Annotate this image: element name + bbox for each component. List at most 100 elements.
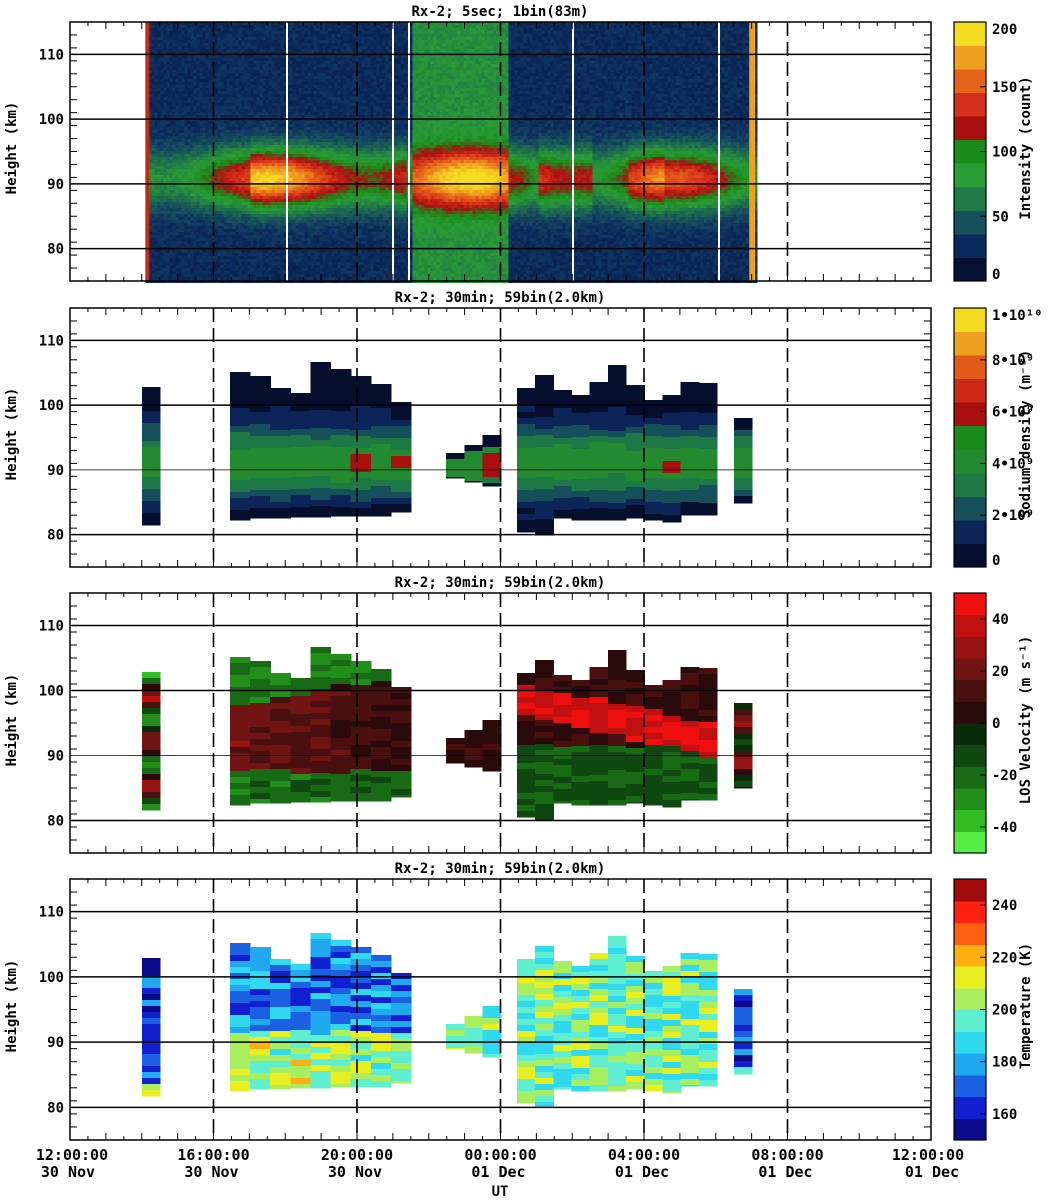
x-tick-time: 16:00:00 — [177, 1146, 249, 1164]
colorbar-swatch — [954, 186, 986, 211]
colorbar-tick-label: 200 — [992, 1003, 1017, 1019]
colorbar-tick-label: 240 — [992, 898, 1017, 914]
colorbar-tick-label: 2•10⁹ — [992, 508, 1034, 524]
colorbar-tick-label: 0 — [992, 716, 1000, 732]
colorbar-tick-label: 160 — [992, 1107, 1017, 1123]
y-tick-label: 80 — [47, 242, 64, 258]
colorbar-swatch — [954, 210, 986, 235]
panel-title: Rx-2; 30min; 59bin(2.0km) — [395, 290, 606, 306]
panel-sodium-density: Rx-2; 30min; 59bin(2.0km) 110 100 90 80 Hei… — [4, 290, 1043, 569]
colorbar-swatch — [954, 879, 986, 902]
colorbar-swatch — [954, 92, 986, 117]
y-tick-label: 80 — [47, 814, 64, 830]
colorbar-tick-label: 200 — [992, 22, 1017, 38]
x-tick-time: 12:00:00 — [36, 1146, 108, 1164]
colorbar-swatch — [954, 1031, 986, 1054]
colorbar-swatch — [954, 701, 986, 724]
colorbar-swatch — [954, 766, 986, 789]
colorbar-swatch — [954, 987, 986, 1011]
panel-title: Rx-2; 30min; 59bin(2.0km) — [395, 861, 606, 877]
colorbar-swatch — [954, 233, 986, 258]
colorbar-tick-label: 0 — [992, 553, 1000, 569]
y-tick-label: 110 — [39, 619, 64, 635]
y-tick-label: 90 — [47, 177, 64, 193]
panel-temperature: Rx-2; 30min; 59bin(2.0km) 110 100 90 80 Hei… — [4, 861, 1034, 1141]
colorbar-label: Sodium density (m⁻³) — [1018, 350, 1034, 519]
colorbar-swatch — [954, 593, 986, 616]
x-tick-date: 01 Dec — [905, 1163, 959, 1181]
colorbar-swatch — [954, 966, 986, 989]
y-tick-label: 110 — [39, 47, 64, 63]
colorbar-swatch — [954, 944, 986, 967]
x-tick-time: 00:00:00 — [464, 1146, 536, 1164]
x-tick-date: 30 Nov — [328, 1163, 382, 1181]
x-tick-time: 04:00:00 — [608, 1146, 680, 1164]
los-velocity-heatmap — [142, 647, 753, 821]
colorbar-tick-label: 180 — [992, 1055, 1017, 1071]
y-tick-label: 80 — [47, 528, 64, 544]
colorbar-swatch — [954, 614, 986, 637]
colorbar-swatch — [954, 831, 986, 854]
colorbar-swatch — [954, 257, 986, 282]
colorbar-tick-label: -20 — [992, 768, 1017, 784]
x-tick-date: 01 Dec — [758, 1163, 812, 1181]
colorbar-swatch — [954, 22, 986, 46]
colorbar-swatch — [954, 331, 986, 356]
colorbar-swatch — [954, 1096, 986, 1119]
colorbar-swatch — [954, 636, 986, 659]
y-axis-label: Height (km) — [4, 102, 20, 195]
y-tick-label: 100 — [39, 970, 64, 986]
sodium-density-heatmap — [142, 362, 753, 536]
colorbar-label: Intensity (count) — [1018, 76, 1034, 219]
y-tick-label: 80 — [47, 1100, 64, 1116]
sodium-density-colorbar: 0 2•10⁹ 4•10⁹ 6•10⁹ 8•10⁹ 1•10¹⁰ — [953, 307, 1043, 569]
colorbar-swatch — [954, 723, 986, 746]
x-tick-date: 01 Dec — [471, 1163, 525, 1181]
x-tick-date: 30 Nov — [41, 1163, 95, 1181]
colorbar-swatch — [954, 472, 986, 497]
y-tick-label: 100 — [39, 684, 64, 700]
x-tick-date: 30 Nov — [184, 1163, 238, 1181]
temperature-colorbar: 160 180 200 220 240 — [953, 878, 1017, 1141]
colorbar-swatch — [954, 116, 986, 141]
y-tick-label: 90 — [47, 1035, 64, 1051]
x-tick-time: 20:00:00 — [321, 1146, 393, 1164]
colorbar-swatch — [954, 69, 986, 94]
colorbar-swatch — [954, 45, 986, 70]
colorbar-swatch — [954, 496, 986, 521]
colorbar-tick-label: 4•10⁹ — [992, 456, 1034, 472]
colorbar-tick-label: -40 — [992, 820, 1017, 836]
colorbar-swatch — [954, 402, 986, 427]
y-tick-label: 90 — [47, 463, 64, 479]
y-tick-label: 100 — [39, 398, 64, 414]
panel-title: Rx-2; 5sec; 1bin(83m) — [411, 4, 588, 20]
colorbar-tick-label: 220 — [992, 950, 1017, 966]
colorbar-swatch — [954, 679, 986, 702]
x-tick-time: 12:00:00 — [892, 1146, 964, 1164]
colorbar-tick-label: 150 — [992, 80, 1017, 96]
colorbar-tick-label: 8•10⁹ — [992, 353, 1034, 369]
x-axis-label: UT — [492, 1184, 509, 1200]
y-tick-label: 110 — [39, 905, 64, 921]
colorbar-swatch — [954, 519, 986, 544]
temperature-heatmap — [142, 933, 753, 1107]
colorbar-swatch — [954, 425, 986, 450]
intensity-heatmap — [145, 22, 758, 283]
colorbar-swatch — [954, 658, 986, 681]
colorbar-swatch — [954, 1074, 986, 1098]
panel-intensity: Rx-2; 5sec; 1bin(83m) 110 100 90 80 Height … — [4, 4, 1034, 283]
y-tick-label: 100 — [39, 112, 64, 128]
panel-title: Rx-2; 30min; 59bin(2.0km) — [395, 575, 606, 591]
y-axis-label: Height (km) — [4, 388, 20, 481]
colorbar-tick-label: 40 — [992, 612, 1009, 628]
y-tick-label: 90 — [47, 749, 64, 765]
panel-los-velocity: Rx-2; 30min; 59bin(2.0km) 110 100 90 80 Hei… — [4, 575, 1034, 854]
colorbar-swatch — [954, 1053, 986, 1076]
colorbar-swatch — [954, 809, 986, 832]
colorbar-tick-label: 100 — [992, 145, 1017, 161]
colorbar-tick-label: 6•10⁹ — [992, 405, 1034, 421]
los-velocity-colorbar: -40 -20 0 20 40 — [953, 592, 1017, 854]
intensity-colorbar: 0 50 100 150 200 — [953, 21, 1017, 283]
colorbar-swatch — [954, 378, 986, 403]
colorbar-swatch — [954, 744, 986, 767]
